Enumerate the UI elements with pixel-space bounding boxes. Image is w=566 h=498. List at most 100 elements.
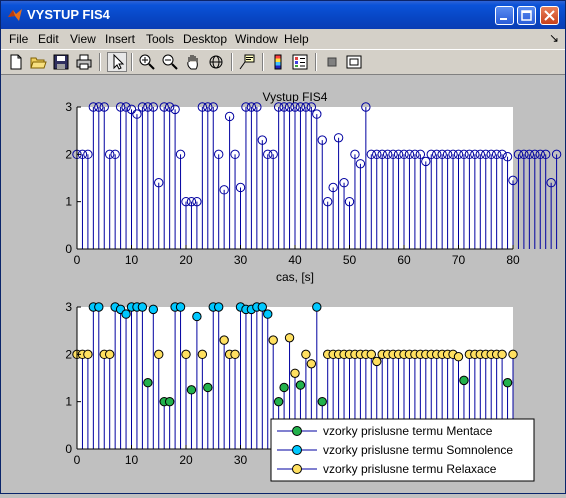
figure-canvas: Vystup FIS4 0 1 2 3 0 10 20 30 40 50 60 70 80 cas, [… [3, 75, 565, 493]
hide-plot-tools-icon[interactable] [323, 53, 341, 71]
bottom-stem-marker [203, 382, 213, 393]
bottom-stem-marker [230, 349, 240, 360]
top-stem-marker [284, 102, 295, 112]
top-stem-marker [437, 149, 447, 160]
bottom-stem-marker [295, 380, 306, 390]
maximize-button[interactable] [517, 6, 536, 25]
legend-icon[interactable] [291, 53, 309, 71]
bottom-stem-marker [273, 396, 284, 407]
menu-insert[interactable]: Insert [105, 32, 136, 46]
top-stem-marker [279, 102, 289, 112]
pan-hand-icon[interactable] [184, 53, 202, 71]
top-ytick-label: 2 [65, 147, 72, 161]
toolbar-separator [315, 53, 317, 71]
legend-marker-relaxace [292, 464, 302, 474]
top-stem-marker [148, 102, 159, 112]
toolbar-separator [231, 53, 233, 71]
matlab-logo-icon [8, 9, 22, 21]
top-stem-marker [99, 102, 109, 112]
top-stem-marker [464, 149, 475, 160]
menu-tools[interactable]: Tools [146, 32, 175, 46]
bottom-stem-marker [279, 382, 289, 393]
menu-file[interactable]: File [9, 32, 29, 46]
top-stem-marker [355, 159, 366, 169]
top-stem-marker [88, 102, 99, 112]
figure-toolbar [1, 49, 565, 75]
bottom-stem-marker [83, 349, 93, 360]
top-xtick-label: 0 [74, 253, 81, 267]
bottom-stem-marker [105, 349, 115, 360]
bottom-ytick-label: 2 [65, 347, 72, 361]
toolbar-separator [131, 53, 133, 71]
top-stem-marker [530, 149, 540, 160]
top-stem-marker [235, 182, 246, 193]
print-icon[interactable] [75, 53, 93, 71]
menu-help[interactable]: Help [284, 32, 309, 46]
top-xtick-label: 60 [397, 253, 411, 267]
bottom-xtick-label: 10 [125, 453, 139, 467]
top-stem-marker [388, 149, 398, 160]
rotate-3d-icon[interactable] [207, 53, 225, 71]
menu-edit[interactable]: Edit [38, 32, 59, 46]
top-stem-marker [410, 149, 420, 160]
new-file-icon[interactable] [7, 53, 25, 71]
zoom-in-icon[interactable] [138, 53, 156, 71]
top-xtick-label: 10 [125, 253, 139, 267]
top-stem-marker [137, 102, 148, 112]
top-stem-marker [399, 149, 409, 160]
top-stem-marker [154, 178, 164, 188]
minimize-button[interactable] [495, 6, 514, 25]
top-stem-marker [432, 149, 442, 160]
bottom-xtick-label: 30 [234, 453, 248, 467]
top-xtick-label: 70 [452, 253, 466, 267]
bottom-ytick-label: 0 [65, 442, 72, 456]
top-stem-marker [502, 152, 513, 162]
top-stem-marker [333, 133, 344, 143]
window-title: VYSTUP FIS4 [27, 7, 110, 22]
top-stem-marker [393, 149, 404, 160]
legend[interactable]: vzorky prislusne termu Mentace vzorky pr… [270, 418, 535, 482]
top-xtick-label: 20 [179, 253, 193, 267]
close-button[interactable] [540, 6, 559, 25]
bottom-ytick-label: 3 [65, 300, 72, 314]
top-stem-marker [159, 102, 169, 112]
top-stem-marker [126, 104, 137, 115]
menu-desktop[interactable]: Desktop [183, 32, 228, 46]
legend-label-somnolence: vzorky prislusne termu Somnolence [323, 443, 513, 457]
bottom-stem-marker [192, 311, 202, 322]
top-stem-marker [546, 178, 556, 188]
edit-plot-button[interactable] [107, 52, 127, 72]
legend-marker-somnolence [292, 445, 302, 455]
top-stem-marker [268, 149, 278, 160]
title-bar[interactable]: VYSTUP FIS4 [1, 1, 565, 29]
menu-window[interactable]: Window [235, 32, 278, 46]
bottom-stem-marker [154, 349, 164, 360]
top-stem-marker [170, 104, 180, 115]
colorbar-icon[interactable] [269, 53, 287, 71]
top-stem-marker [186, 196, 197, 207]
top-stem-marker [230, 149, 240, 160]
legend-label-relaxace: vzorky prislusne termu Relaxace [323, 462, 497, 476]
top-stem-marker [382, 149, 393, 160]
zoom-out-icon[interactable] [161, 53, 179, 71]
open-folder-icon[interactable] [29, 53, 47, 71]
top-ytick-label: 3 [65, 100, 72, 114]
top-stem-marker [524, 149, 535, 160]
top-stem-marker [252, 102, 262, 112]
bottom-stem-marker [121, 309, 131, 319]
bottom-stem-marker [197, 349, 208, 360]
top-stem-marker [486, 149, 496, 160]
top-stem-marker [415, 149, 426, 160]
bottom-stem-marker [263, 309, 273, 319]
top-stem-marker [241, 102, 251, 112]
dock-arrow-icon[interactable]: ↘ [548, 31, 559, 45]
show-plot-tools-icon[interactable] [345, 53, 363, 71]
toolbar-separator [99, 53, 101, 71]
toolbar-separator [262, 53, 264, 71]
save-icon[interactable] [52, 53, 70, 71]
data-cursor-icon[interactable] [238, 53, 256, 71]
top-stem-marker [366, 149, 376, 160]
menu-view[interactable]: View [70, 32, 96, 46]
bottom-stem-marker [284, 333, 295, 343]
